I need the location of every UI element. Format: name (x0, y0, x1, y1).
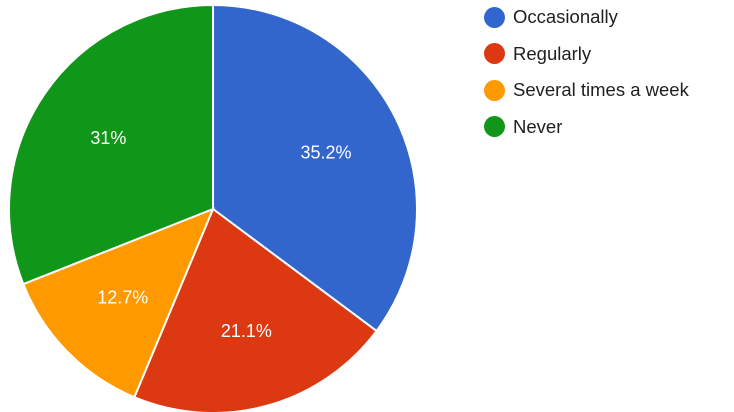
legend-item-occasionally[interactable]: Occasionally (484, 6, 689, 28)
slice-label-occasionally: 35.2% (301, 142, 352, 162)
legend-item-regularly[interactable]: Regularly (484, 43, 689, 65)
pie-slice-several-times-a-week[interactable] (22, 207, 215, 399)
slice-label-regularly: 21.1% (221, 321, 272, 341)
chart-legend: Occasionally Regularly Several times a w… (484, 6, 689, 152)
legend-swatch-occasionally (484, 6, 505, 28)
legend-label-occasionally: Occasionally (513, 6, 618, 27)
pie-chart: 35.2% 21.1% 12.7% 31% (8, 3, 418, 412)
slice-label-several-times-a-week: 12.7% (97, 288, 148, 308)
pie-slice-never[interactable] (8, 3, 214, 286)
legend-swatch-never (484, 116, 505, 137)
legend-swatch-several-times-a-week (484, 79, 505, 101)
legend-label-regularly: Regularly (513, 42, 592, 64)
slice-label-never: 31% (90, 128, 126, 148)
legend-label-several-times-a-week: Several times a week (513, 79, 689, 100)
legend-swatch-regularly (484, 43, 505, 64)
pie-slice-regularly[interactable] (133, 207, 378, 412)
pie-slice-occasionally[interactable] (212, 3, 418, 333)
legend-item-several-times-a-week[interactable]: Several times a week (484, 79, 689, 101)
legend-item-never[interactable]: Never (484, 116, 689, 138)
legend-label-never: Never (513, 115, 563, 137)
